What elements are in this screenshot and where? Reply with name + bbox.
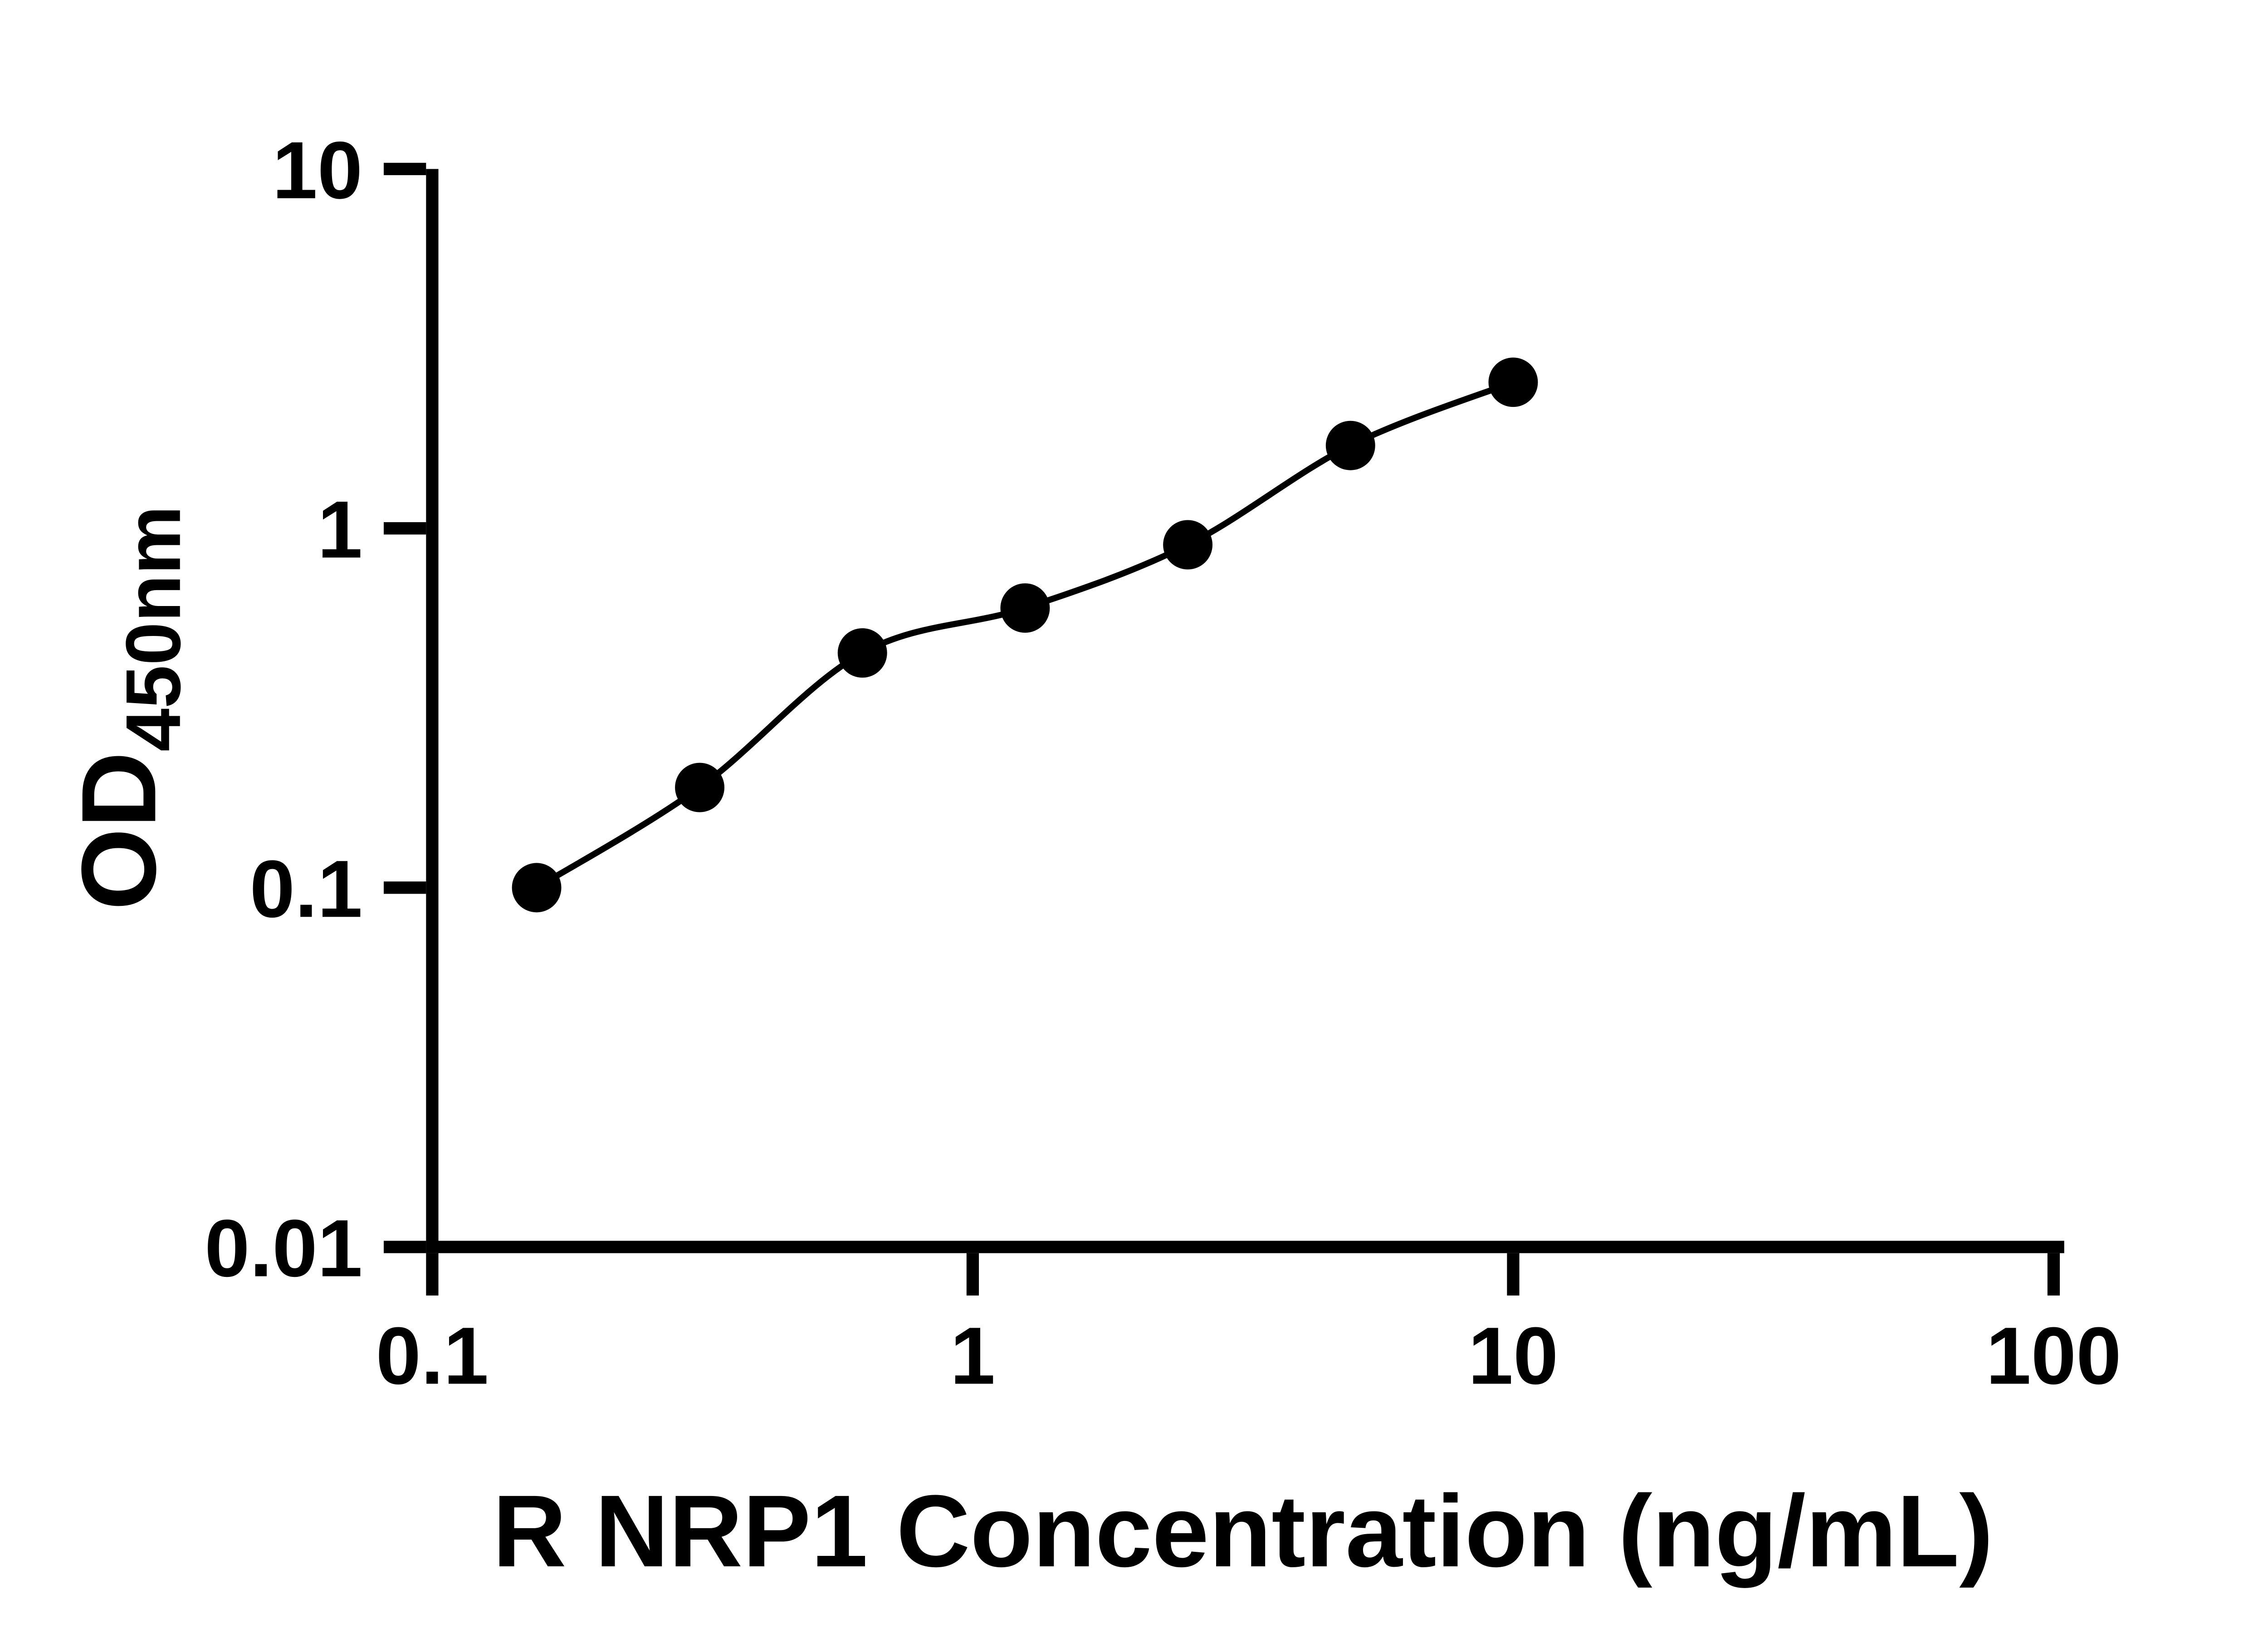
data-point — [512, 863, 562, 913]
x-tick-label: 1 — [950, 1310, 996, 1401]
y-tick-label: 0.1 — [250, 843, 363, 934]
y-tick-label: 10 — [272, 125, 362, 215]
data-point — [837, 628, 887, 678]
x-tick-label: 0.1 — [376, 1310, 489, 1401]
y-tick-label: 1 — [318, 484, 363, 575]
x-tick-label: 10 — [1468, 1310, 1558, 1401]
data-point — [675, 763, 725, 812]
y-axis-title: OD450nm — [60, 506, 196, 910]
data-point — [1163, 520, 1213, 570]
data-point — [1488, 357, 1538, 407]
data-point — [1000, 583, 1050, 633]
y-tick-label: 0.01 — [205, 1203, 362, 1293]
x-tick-label: 100 — [1986, 1310, 2121, 1401]
x-axis-title: R NRP1 Concentration (ng/mL) — [493, 1474, 1993, 1588]
data-point — [1325, 420, 1375, 470]
